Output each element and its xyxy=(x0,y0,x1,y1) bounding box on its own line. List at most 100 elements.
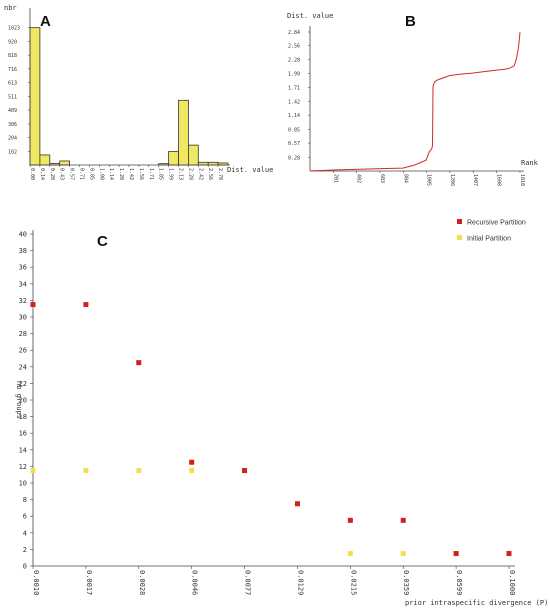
a-x-tick-label: 0.85 xyxy=(88,168,94,180)
c-legend-label: Recursive Partition xyxy=(467,220,526,227)
c-y-tick-label: 0 xyxy=(23,563,27,571)
c-legend-swatch xyxy=(457,219,462,224)
a-x-tick-label: 2.42 xyxy=(197,168,203,180)
c-recursive-point xyxy=(506,551,512,557)
b-y-tick-label: 2.56 xyxy=(288,44,300,50)
a-y-tick-label: 204 xyxy=(8,136,17,142)
c-y-tick-label: 18 xyxy=(19,413,27,421)
c-recursive-point xyxy=(400,517,406,523)
c-y-tick-label: 32 xyxy=(19,297,27,305)
c-y-tick-label: 30 xyxy=(19,314,27,322)
c-y-tick-label: 4 xyxy=(23,529,27,537)
b-y-tick-label: 1.71 xyxy=(288,85,300,91)
b-y-tick-label: 0.85 xyxy=(288,127,300,133)
a-bar xyxy=(59,160,71,166)
c-x-tick-label: 0.0129 xyxy=(296,570,304,595)
c-x-tick-label: 0.0359 xyxy=(402,570,410,595)
c-y-tick-label: 22 xyxy=(19,380,27,388)
c-y-tick-label: 16 xyxy=(19,430,27,438)
a-x-tick-label: 1.56 xyxy=(138,168,144,180)
b-y-tick-label: 0.28 xyxy=(288,155,300,161)
b-series-line xyxy=(309,31,521,172)
b-x-tick-label: 603 xyxy=(379,174,385,183)
a-x-tick-label: 0.28 xyxy=(49,168,55,180)
c-x-tick-label: 0.0077 xyxy=(244,570,252,595)
b-x-tick-label: 402 xyxy=(356,174,362,183)
a-x-tick-label: 1.71 xyxy=(148,168,154,180)
a-bar xyxy=(207,161,219,166)
a-x-tick-label: 2.13 xyxy=(178,168,184,180)
b-x-tick-label: 1608 xyxy=(496,174,502,186)
b-x-tick-label: 201 xyxy=(332,174,338,183)
b-x-tick-label: 804 xyxy=(402,174,408,183)
c-y-tick-label: 28 xyxy=(19,330,27,338)
c-initial-point xyxy=(83,468,89,474)
a-x-tick-label: 1.99 xyxy=(168,168,174,180)
a-x-tick-label: 1.00 xyxy=(98,168,104,180)
b-x-tick-label: 1407 xyxy=(472,174,478,186)
c-recursive-point xyxy=(189,459,195,465)
c-recursive-point xyxy=(453,551,459,557)
a-y-tick-label: 409 xyxy=(8,108,17,114)
c-x-tick-label: 0.0010 xyxy=(32,570,40,595)
c-x-tick-label: 0.0599 xyxy=(455,570,463,595)
c-y-tick-label: 8 xyxy=(23,496,27,504)
c-x-tick-label: 0.0028 xyxy=(138,570,146,595)
b-y-tick-label: 2.28 xyxy=(288,57,300,63)
c-x-tick-label: 0.0046 xyxy=(191,570,199,595)
a-y-axis-label: nbr xyxy=(4,4,17,12)
a-y-tick-label: 613 xyxy=(8,81,17,87)
a-bar xyxy=(178,99,189,166)
b-y-tick-label: 2.84 xyxy=(288,30,300,36)
b-x-tick-label: 1206 xyxy=(449,174,455,186)
a-x-tick-label: 1.85 xyxy=(158,168,164,180)
a-x-tick-label: 0.71 xyxy=(79,168,85,180)
c-y-tick-label: 36 xyxy=(19,264,27,272)
c-y-tick-label: 34 xyxy=(19,280,27,288)
a-y-tick-label: 920 xyxy=(8,39,17,45)
panel-c-label: C xyxy=(97,233,108,250)
a-x-tick-label: 1.42 xyxy=(128,168,134,180)
a-bar xyxy=(39,154,51,166)
c-y-axis-label: nb groups xyxy=(15,381,23,419)
c-recursive-point xyxy=(294,501,300,507)
c-initial-point xyxy=(136,468,142,474)
a-x-tick-label: 0.14 xyxy=(39,168,45,180)
a-y-tick-label: 306 xyxy=(8,122,17,128)
a-bar xyxy=(187,144,199,166)
c-x-tick-label: 0.0215 xyxy=(349,570,357,595)
panel-a-label: A xyxy=(40,13,51,30)
c-initial-point xyxy=(347,551,353,557)
c-y-tick-label: 20 xyxy=(19,397,27,405)
c-recursive-point xyxy=(83,302,89,308)
c-recursive-point xyxy=(30,302,36,308)
c-initial-point xyxy=(400,551,406,557)
a-x-tick-label: 0.00 xyxy=(29,168,35,180)
c-recursive-point xyxy=(347,517,353,523)
c-y-tick-label: 38 xyxy=(19,247,27,255)
a-x-tick-label: 1.28 xyxy=(118,168,124,180)
b-x-axis-label: Rank xyxy=(521,159,539,167)
a-x-tick-label: 0.57 xyxy=(69,168,75,180)
c-y-tick-label: 26 xyxy=(19,347,27,355)
c-recursive-point xyxy=(242,468,248,474)
a-bar xyxy=(197,161,209,166)
a-x-axis-label: Dist. value xyxy=(227,166,273,174)
c-y-tick-label: 6 xyxy=(23,513,27,521)
c-x-tick-label: 0.1000 xyxy=(508,570,516,595)
c-y-tick-label: 14 xyxy=(19,446,27,454)
b-x-tick-label: 1810 xyxy=(519,174,525,186)
b-y-tick-label: 1.14 xyxy=(288,113,300,119)
a-y-tick-label: 1023 xyxy=(8,26,20,32)
a-bar xyxy=(29,27,41,166)
c-y-tick-label: 40 xyxy=(19,231,27,239)
c-legend-swatch xyxy=(457,235,462,240)
a-x-tick-label: 2.28 xyxy=(187,168,193,180)
c-recursive-point xyxy=(136,360,142,366)
c-y-tick-label: 24 xyxy=(19,363,27,371)
c-y-tick-label: 10 xyxy=(19,480,27,488)
panel-b-label: B xyxy=(405,13,416,30)
c-initial-point xyxy=(30,468,36,474)
a-y-tick-label: 511 xyxy=(8,94,17,100)
b-y-tick-label: 1.42 xyxy=(288,100,300,106)
